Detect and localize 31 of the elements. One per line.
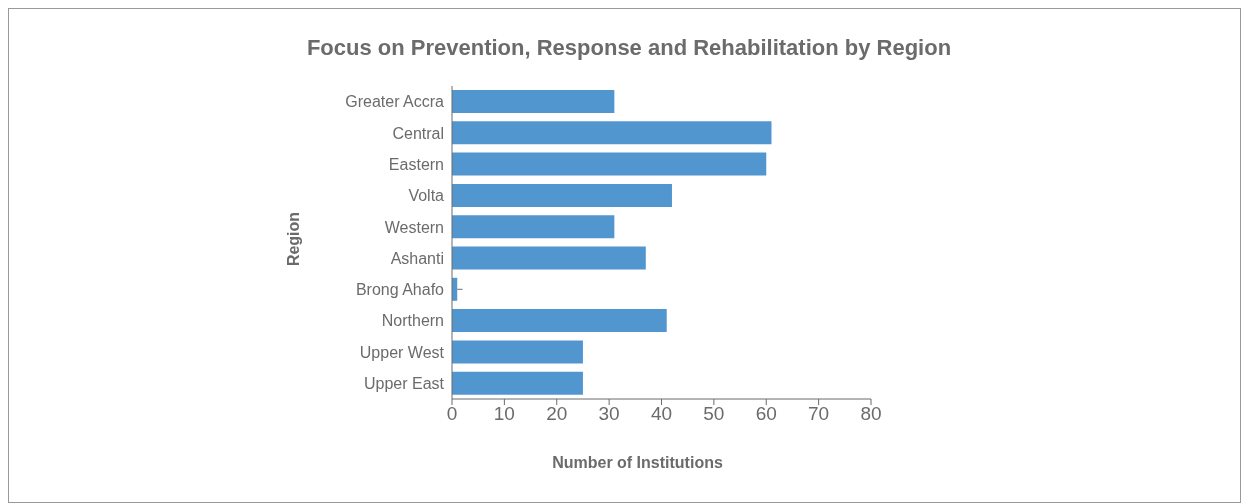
y-tick-label: Northern — [381, 312, 444, 330]
y-tick-label: Ashanti — [390, 249, 444, 267]
bar — [452, 340, 583, 364]
x-tick-label: 20 — [546, 403, 568, 425]
y-tick-label: Upper East — [363, 375, 445, 393]
x-tick-label: 40 — [650, 403, 673, 425]
bar — [452, 246, 646, 270]
x-tick-label: 50 — [703, 403, 725, 425]
y-axis-title: Region — [285, 211, 303, 267]
x-tick-label: 30 — [598, 403, 620, 425]
y-tick-label: Volta — [408, 187, 445, 205]
bar — [452, 309, 667, 333]
x-axis-title: Number of Institutions — [551, 454, 724, 472]
x-tick-label: 80 — [860, 403, 882, 425]
bar — [452, 371, 583, 395]
chart-title: Focus on Prevention, Response and Rehabilitation by Region — [305, 35, 953, 61]
x-tick-label: 0 — [446, 403, 458, 425]
y-tick-label: Eastern — [388, 155, 444, 173]
y-tick-label: Central — [392, 124, 444, 142]
x-tick-label: 60 — [755, 403, 777, 425]
x-tick-label: 70 — [808, 403, 830, 425]
x-tick-label: 10 — [493, 403, 515, 425]
bar — [452, 215, 615, 239]
y-tick-label: Brong Ahafo — [355, 281, 445, 299]
bar — [452, 183, 672, 207]
y-tick-label: Western — [384, 218, 444, 236]
bar — [452, 152, 767, 176]
bar — [452, 121, 772, 145]
y-tick-label: Greater Accra — [345, 93, 445, 111]
bar — [452, 90, 615, 113]
y-tick-label: Upper West — [359, 343, 445, 361]
